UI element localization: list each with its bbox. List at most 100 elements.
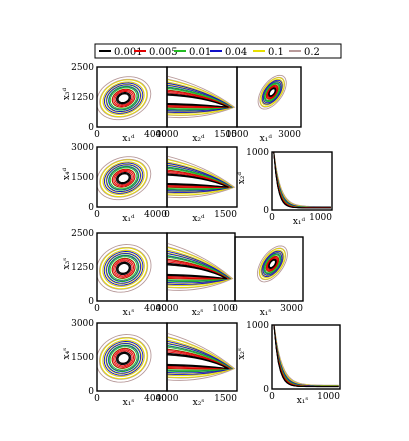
x-tick-label: 0: [94, 304, 100, 314]
trajectory-curve: [268, 88, 276, 97]
y-tick-label: 0: [88, 387, 94, 397]
trajectory-curve: [259, 248, 286, 280]
trajectory-curve: [107, 85, 140, 111]
trajectory-curve: [106, 253, 142, 284]
trajectory-curve: [267, 257, 278, 270]
axes-frame: [166, 322, 238, 392]
plot-area: [97, 76, 152, 121]
trajectory-curve: [107, 344, 140, 373]
plot-area: [257, 74, 287, 110]
trajectory-curve: [167, 94, 229, 108]
trajectory-curve: [115, 261, 132, 276]
y-tick-label: 1250: [71, 93, 94, 103]
plot-area: [167, 75, 236, 119]
x-tick-label: 4000: [144, 130, 167, 140]
y-tick-label: 3000: [71, 319, 94, 329]
trajectory-curve: [116, 172, 131, 184]
trajectory-curve: [167, 94, 229, 108]
legend-label: 0.04: [225, 47, 247, 58]
trajectory-curve: [167, 264, 227, 280]
trajectory-curve: [106, 343, 142, 374]
trajectory-curve: [114, 171, 133, 186]
axes-frame: [166, 146, 238, 208]
x-tick-label: 1000: [309, 213, 332, 223]
x-tick-label: 4000: [144, 394, 167, 404]
y-tick-label: 1500: [71, 353, 94, 363]
trajectory-curve: [266, 85, 278, 99]
trajectory-curve: [266, 256, 279, 271]
trajectory-curve: [257, 74, 287, 110]
trajectory-curve: [117, 353, 130, 364]
x-tick-label: 0: [94, 394, 100, 404]
trajectory-curve: [113, 349, 134, 368]
trajectory-curve: [105, 342, 142, 375]
trajectory-curve: [116, 352, 131, 365]
trajectory-curve: [264, 254, 281, 274]
trajectory-curve: [116, 172, 132, 185]
trajectory-curve: [116, 92, 132, 105]
trajectory-curve: [107, 165, 140, 191]
trajectory-curve: [273, 152, 331, 209]
trajectory-curve: [273, 152, 331, 209]
trajectory-curve: [167, 351, 230, 370]
x-tick-label: 1500: [214, 130, 237, 140]
trajectory-curve: [167, 92, 230, 108]
trajectory-curve: [102, 250, 145, 287]
trajectory-curve: [116, 92, 131, 104]
trajectory-curve: [167, 353, 229, 370]
trajectory-curve: [167, 242, 234, 291]
plot-area: [256, 245, 288, 283]
y-tick-label: 1000: [246, 321, 269, 331]
trajectory-curve: [116, 262, 131, 275]
subplot-panel: 4000 1500 x₂ˢ: [156, 322, 238, 408]
x-axis-label: x₂ᵈ: [192, 214, 205, 224]
trajectory-curve: [113, 89, 134, 107]
trajectory-curve: [103, 82, 144, 114]
trajectory-curve: [167, 262, 228, 280]
trajectory-curve: [261, 79, 284, 106]
trajectory-curve: [167, 246, 233, 288]
trajectory-curve: [111, 168, 136, 188]
trajectory-curve: [99, 337, 148, 380]
trajectory-curve: [259, 77, 285, 108]
trajectory-curve: [264, 83, 280, 101]
trajectory-curve: [167, 174, 229, 188]
x-tick-label: 1000: [212, 304, 235, 314]
trajectory-curve: [105, 163, 142, 193]
legend-label: 0.2: [304, 47, 320, 58]
trajectory-curve: [106, 84, 141, 112]
x-tick-label: 0: [269, 213, 275, 223]
x-tick-label: 0: [232, 304, 238, 314]
legend-entry: 0.2: [289, 47, 320, 58]
x-axis-label: x₁ˢ: [297, 396, 309, 406]
y-tick-label: 2500: [71, 229, 94, 239]
trajectory-curve: [256, 245, 288, 283]
trajectory-curve: [113, 259, 134, 278]
y-tick-label: 1250: [71, 263, 94, 273]
subplot-panel: 0 1250 2500 0 4000 x₁ˢ x₃ˢ: [62, 229, 168, 318]
trajectory-curve: [107, 254, 140, 283]
trajectory-curve: [167, 352, 229, 370]
trajectory-curve: [108, 345, 139, 372]
trajectory-curve: [114, 350, 133, 367]
y-tick-label: 2500: [71, 63, 94, 73]
plot-area: [167, 155, 236, 199]
trajectory-curve: [113, 169, 134, 187]
trajectory-curve: [117, 263, 130, 274]
x-tick-label: 0: [94, 210, 100, 220]
x-tick-label: 3000: [278, 130, 301, 140]
trajectory-curve: [108, 255, 139, 282]
trajectory-curve: [99, 246, 149, 290]
trajectory-curve: [268, 259, 276, 268]
y-axis-label: x₃ˢ: [62, 258, 72, 270]
trajectory-curve: [99, 158, 148, 198]
trajectory-curve: [115, 351, 132, 366]
subplot-panel: 0 3000 x₁ˢ: [232, 236, 304, 318]
subplot-panel: 0 1500 3000 0 4000 x₁ˢ x₄ˢ: [62, 319, 168, 408]
trajectory-curve: [273, 325, 339, 388]
x-axis-label: x₁ᵈ: [293, 217, 306, 227]
trajectory-curve: [167, 332, 236, 381]
x-axis-label: x₁ˢ: [123, 398, 135, 408]
